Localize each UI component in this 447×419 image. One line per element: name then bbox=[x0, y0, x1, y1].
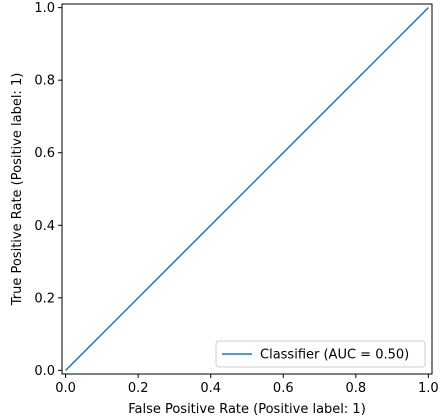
y-tick-label: 0.4 bbox=[34, 219, 55, 234]
plot-frame bbox=[61, 3, 433, 375]
x-tick-label: 0.8 bbox=[345, 381, 366, 396]
y-tick-label: 0.0 bbox=[34, 364, 55, 379]
x-axis-label: False Positive Rate (Positive label: 1) bbox=[128, 402, 366, 417]
y-tick-label: 0.6 bbox=[34, 146, 55, 161]
x-tick-label: 0.0 bbox=[55, 381, 76, 396]
legend-box bbox=[215, 340, 426, 368]
ticks: 0.0 0.2 0.4 0.6 0.8 1.0 0.0 0.2 0.4 0.6 0.8 1.0 bbox=[34, 1, 438, 396]
series-line bbox=[65, 7, 429, 371]
x-tick-label: 1.0 bbox=[418, 381, 439, 396]
y-tick-label: 1.0 bbox=[34, 1, 55, 16]
y-tick-label: 0.8 bbox=[34, 74, 55, 89]
legend: Classifier (AUC = 0.50) bbox=[215, 340, 426, 368]
x-tick-label: 0.4 bbox=[200, 381, 221, 396]
x-tick-label: 0.2 bbox=[128, 381, 149, 396]
x-tick-label: 0.6 bbox=[273, 381, 294, 396]
legend-entry-label: Classifier (AUC = 0.50) bbox=[260, 348, 409, 363]
y-axis-label: True Positive Rate (Positive label: 1) bbox=[10, 73, 25, 307]
series-layer bbox=[65, 7, 429, 371]
y-tick-label: 0.2 bbox=[34, 291, 55, 306]
